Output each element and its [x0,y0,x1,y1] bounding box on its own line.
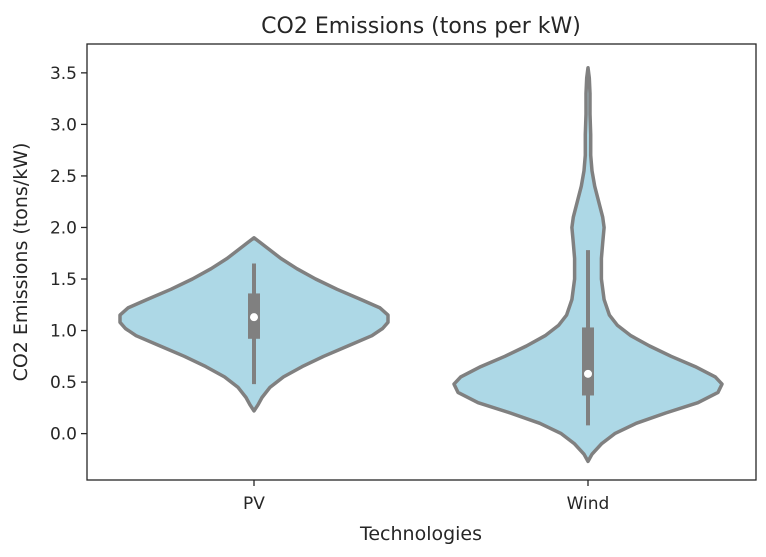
y-tick-label: 2.0 [50,218,77,238]
axes-frame [86,43,757,481]
y-tick-label: 3.5 [50,64,77,84]
iqr-box [582,327,594,396]
median-point [584,369,592,378]
x-tick-label: PV [243,494,265,514]
chart-title: CO2 Emissions (tons per kW) [261,14,581,39]
y-axis-label: CO2 Emissions (tons/kW) [10,143,32,382]
x-tick-label: Wind [567,494,610,514]
x-axis-label: Technologies [359,523,482,545]
y-tick-label: 1.0 [50,322,77,342]
y-tick-label: 3.0 [50,115,77,135]
y-tick-label: 1.5 [50,270,77,290]
y-tick-label: 2.5 [50,167,77,187]
y-tick-label: 0.0 [50,425,77,445]
y-tick-label: 0.5 [50,373,77,393]
median-point [250,313,258,322]
plot-area: 0.0 0.5 1.0 1.5 2.0 2.5 3.0 3.5 PV Wind [50,43,757,514]
